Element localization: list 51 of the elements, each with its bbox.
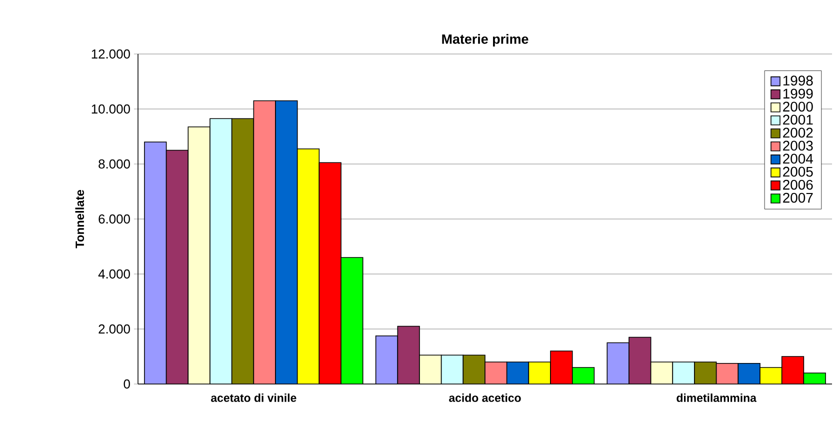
bar bbox=[716, 362, 739, 384]
bar bbox=[463, 355, 486, 384]
bar bbox=[297, 148, 320, 384]
legend-label: 2004 bbox=[783, 154, 813, 164]
bar bbox=[254, 100, 276, 384]
legend-label: 2003 bbox=[783, 140, 813, 151]
legend-label: 2002 bbox=[783, 128, 813, 138]
y-tick-label: 0 bbox=[124, 379, 130, 389]
x-tick-label: acetato di vinile bbox=[211, 394, 296, 402]
legend-label: 2000 bbox=[783, 102, 813, 112]
bar bbox=[572, 368, 594, 384]
legend-label: 1999 bbox=[783, 88, 813, 99]
bar bbox=[276, 100, 298, 384]
bar bbox=[528, 362, 551, 384]
bar bbox=[760, 367, 782, 384]
y-tick-label: 4.000 bbox=[98, 269, 130, 279]
bar bbox=[232, 118, 254, 384]
bar bbox=[485, 362, 507, 384]
legend-label: 1998 bbox=[783, 76, 813, 86]
bar bbox=[341, 258, 363, 384]
legend-label: 2005 bbox=[783, 166, 813, 177]
y-tick-label: 6.000 bbox=[98, 214, 130, 224]
bar bbox=[738, 362, 760, 384]
bar bbox=[606, 342, 630, 384]
bar bbox=[694, 362, 717, 384]
bar bbox=[210, 118, 232, 384]
legend-label: 2007 bbox=[783, 192, 813, 203]
x-tick-label: acido acetico bbox=[449, 394, 521, 402]
bar bbox=[398, 326, 420, 384]
y-tick-label: 10.000 bbox=[92, 104, 130, 114]
bar bbox=[441, 355, 464, 384]
chart-title: Materie prime bbox=[442, 34, 528, 47]
bar bbox=[166, 150, 188, 384]
bar bbox=[506, 362, 529, 384]
x-tick-label: dimetilammina bbox=[676, 394, 757, 402]
bar bbox=[188, 126, 210, 384]
bar bbox=[419, 355, 442, 384]
bar bbox=[781, 356, 804, 384]
bar bbox=[650, 362, 674, 384]
legend-label: 2006 bbox=[783, 180, 813, 190]
bar bbox=[550, 351, 572, 384]
bar bbox=[628, 336, 652, 384]
y-tick-label: 2.000 bbox=[98, 324, 130, 334]
y-tick-label: 8.000 bbox=[98, 159, 130, 169]
bar bbox=[672, 362, 695, 384]
bar bbox=[319, 162, 342, 384]
y-tick-label: 12.000 bbox=[92, 49, 130, 59]
bar bbox=[376, 336, 398, 384]
y-axis-title: Tonnellate bbox=[75, 190, 84, 248]
legend-label: 2001 bbox=[783, 114, 813, 125]
bar bbox=[144, 142, 166, 384]
